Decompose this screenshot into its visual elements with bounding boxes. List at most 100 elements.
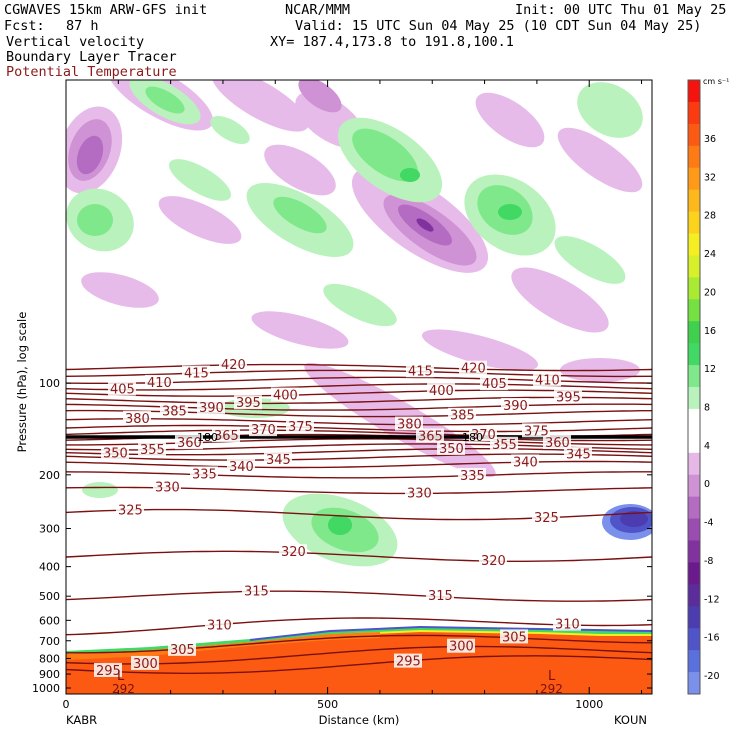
endpoint-left-label: KABR xyxy=(66,713,97,727)
theta-label: 395 xyxy=(236,396,261,411)
colorbar-swatch xyxy=(688,606,700,629)
colorbar-swatch xyxy=(688,518,700,541)
theta-label: 350 xyxy=(103,447,128,462)
colorbar-swatch xyxy=(688,299,700,322)
theta-contour xyxy=(66,634,652,654)
colorbar-swatch xyxy=(688,474,700,498)
theta-contour xyxy=(66,460,652,469)
theta-label: 415 xyxy=(408,364,433,379)
valid-time: Valid: 15 UTC Sun 04 May 25 (10 CDT Sun … xyxy=(295,18,702,34)
theta-label-bg xyxy=(437,440,465,455)
theta-label-bg xyxy=(458,467,486,482)
surface-label-right: 292 xyxy=(540,682,563,696)
theta-label-bg xyxy=(406,363,434,378)
theta-contour xyxy=(66,363,652,372)
y-axis-label: Pressure (hPa), log scale xyxy=(15,312,29,453)
theta-label-bg xyxy=(168,641,196,656)
tracer-label: 180 xyxy=(462,431,483,444)
colorbar-swatch xyxy=(688,365,700,388)
theta-label-bg xyxy=(197,399,225,414)
theta-label: 330 xyxy=(407,486,432,501)
theta-label: 365 xyxy=(418,429,443,444)
colorbar-swatch xyxy=(688,233,700,256)
theta-label-bg xyxy=(479,552,507,567)
field-boundary-layer-tracer: Boundary Layer Tracer xyxy=(6,49,177,65)
colorbar-swatch xyxy=(688,650,700,673)
theta-label: 395 xyxy=(556,390,581,405)
colorbar-swatch xyxy=(688,343,700,366)
theta-contour xyxy=(66,424,652,433)
theta-label-bg xyxy=(533,372,561,387)
theta-label-bg xyxy=(131,655,159,670)
theta-label: 420 xyxy=(461,362,486,377)
theta-label-bg xyxy=(138,441,166,456)
theta-label-bg xyxy=(395,416,423,431)
colorbar-swatch xyxy=(688,277,700,300)
theta-label: 325 xyxy=(118,503,143,518)
colorbar-swatch xyxy=(688,189,700,213)
colorbar-unit: cm s⁻¹ xyxy=(703,77,729,86)
theta-label: 355 xyxy=(140,443,165,458)
y-tick-label: 800 xyxy=(39,652,60,665)
theta-label: 320 xyxy=(481,554,506,569)
theta-label: 310 xyxy=(555,618,580,633)
theta-label: 310 xyxy=(207,618,232,633)
theta-label: 300 xyxy=(449,640,474,655)
theta-label-bg xyxy=(264,452,292,467)
forecast-hour: 87 h xyxy=(66,18,99,34)
theta-label-bg xyxy=(160,403,188,418)
theta-label-bg xyxy=(394,653,422,668)
theta-label: 405 xyxy=(482,377,507,392)
theta-label-bg xyxy=(182,365,210,380)
theta-label-bg xyxy=(219,357,247,372)
theta-label-bg xyxy=(447,638,475,653)
colorbar-swatch xyxy=(688,321,700,344)
theta-label: 330 xyxy=(155,481,180,496)
theta-label: 295 xyxy=(396,655,421,670)
low-marker-left: L xyxy=(117,669,125,684)
theta-label: 305 xyxy=(502,630,527,645)
theta-label-bg xyxy=(212,427,240,442)
y-tick-label: 100 xyxy=(39,377,60,390)
theta-label: 355 xyxy=(492,438,517,453)
forecast-label: Fcst: xyxy=(4,18,45,34)
theta-label-bg xyxy=(116,502,144,517)
colorbar-tick-label: 4 xyxy=(704,441,710,452)
y-tick-label: 900 xyxy=(39,668,60,681)
x-tick-label: 0 xyxy=(63,698,70,711)
theta-label: 370 xyxy=(251,423,276,438)
y-tick-label: 300 xyxy=(39,523,60,536)
theta-label: 350 xyxy=(439,442,464,457)
theta-label: 375 xyxy=(524,424,549,439)
x-tick-label: 500 xyxy=(317,698,338,711)
colorbar-swatch xyxy=(688,628,700,651)
colorbar-swatch xyxy=(688,430,700,454)
theta-label: 345 xyxy=(266,453,291,468)
theta-contour xyxy=(66,590,652,602)
theta-label: 370 xyxy=(471,428,496,443)
theta-label: 410 xyxy=(535,373,560,388)
theta-label-bg xyxy=(448,407,476,422)
theta-label-bg xyxy=(108,381,136,396)
theta-label: 315 xyxy=(428,589,453,604)
theta-label-bg xyxy=(480,376,508,391)
colorbar-tick-label: 28 xyxy=(704,211,716,222)
theta-label-bg xyxy=(532,510,560,525)
theta-label: 360 xyxy=(545,436,570,451)
theta-label-bg xyxy=(227,458,255,473)
theta-label-bg xyxy=(123,410,151,425)
theta-label: 410 xyxy=(147,376,172,391)
theta-label: 295 xyxy=(96,664,121,679)
theta-label: 300 xyxy=(133,657,158,672)
theta-label: 400 xyxy=(273,389,298,404)
theta-label: 380 xyxy=(397,418,422,433)
theta-label: 390 xyxy=(503,399,528,414)
model-title: CGWAVES 15km ARW-GFS init xyxy=(4,2,208,18)
colorbar-swatch xyxy=(688,123,700,147)
theta-contour xyxy=(66,471,652,479)
colorbar-swatch xyxy=(688,101,700,125)
theta-label-bg xyxy=(190,466,218,481)
colorbar-swatch xyxy=(688,584,700,607)
theta-label-bg xyxy=(554,389,582,404)
